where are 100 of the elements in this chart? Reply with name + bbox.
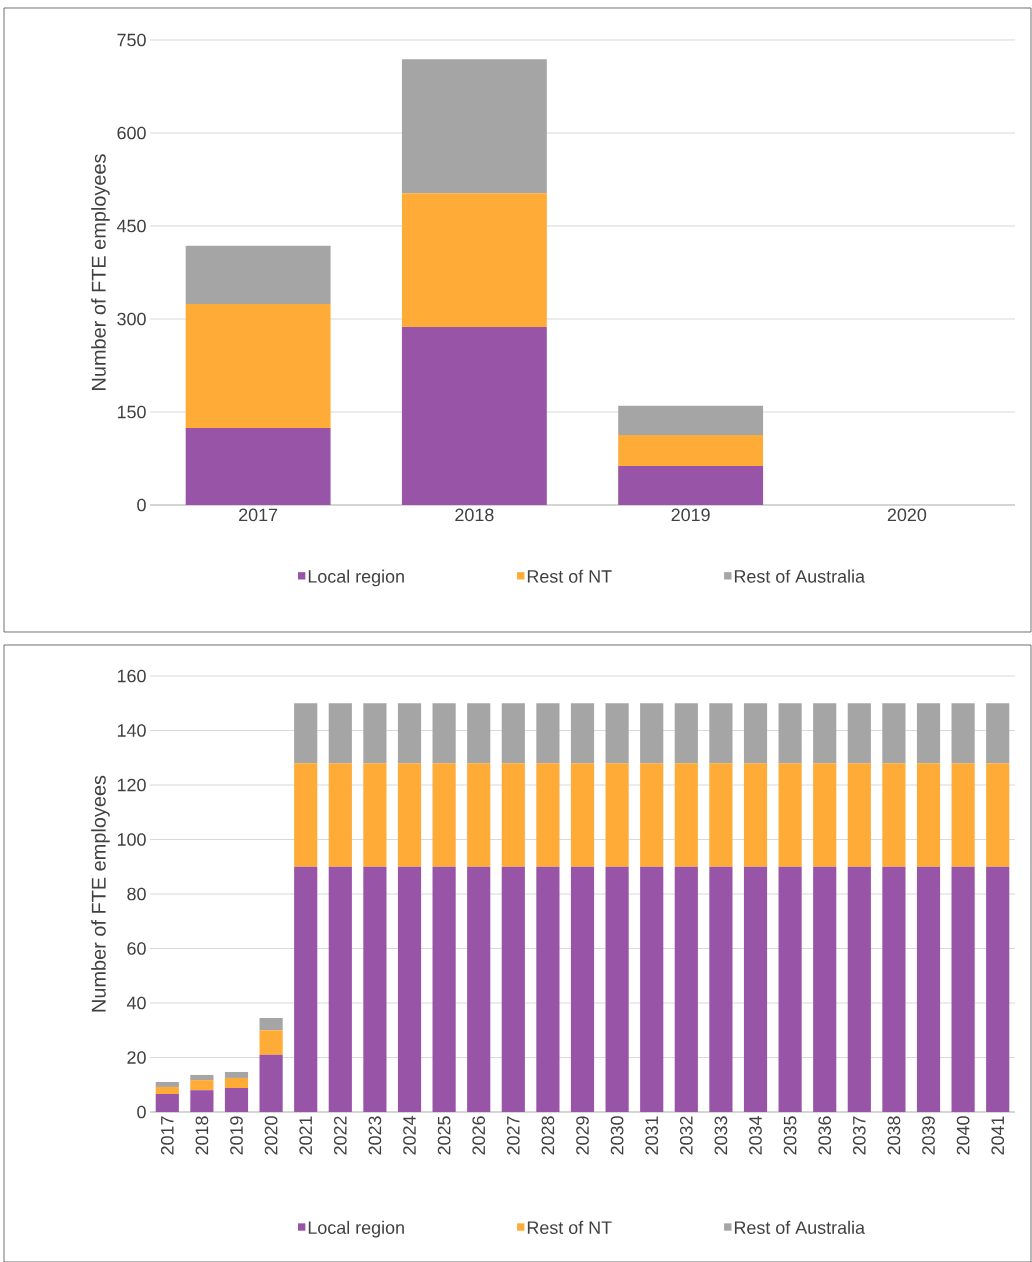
bar bbox=[536, 866, 560, 1112]
bar bbox=[618, 434, 764, 466]
bar bbox=[294, 866, 318, 1112]
bar bbox=[401, 327, 547, 505]
x-tick-label: 2038 bbox=[887, 1116, 901, 1155]
x-tick-label: 2022 bbox=[333, 1116, 347, 1155]
bar bbox=[605, 763, 629, 867]
bar bbox=[709, 866, 733, 1112]
x-tick-label: 2030 bbox=[610, 1116, 624, 1155]
y-tick-label: 40 bbox=[126, 996, 146, 1010]
bar bbox=[605, 703, 629, 764]
bar bbox=[224, 1077, 249, 1089]
bar bbox=[401, 193, 547, 328]
x-tick-label: 2033 bbox=[714, 1116, 728, 1155]
legend-label: Rest of Australia bbox=[734, 1220, 865, 1234]
bar bbox=[847, 763, 871, 867]
y-tick-label: 20 bbox=[127, 1051, 146, 1064]
bar bbox=[328, 866, 352, 1112]
bar bbox=[501, 703, 525, 764]
x-tick-label: 2020 bbox=[887, 508, 927, 522]
bar bbox=[294, 763, 318, 867]
bar bbox=[986, 763, 1010, 867]
bar bbox=[951, 866, 975, 1112]
bar bbox=[847, 703, 871, 764]
bar bbox=[813, 763, 837, 867]
y-tick-label: 0 bbox=[137, 1105, 146, 1119]
bar bbox=[294, 703, 318, 764]
bar bbox=[328, 703, 352, 764]
bar bbox=[259, 1030, 283, 1055]
bar bbox=[951, 763, 975, 867]
x-tick-label: 2020 bbox=[264, 1116, 278, 1155]
x-tick-label: 2026 bbox=[472, 1116, 486, 1155]
y-tick-label: 80 bbox=[127, 887, 146, 901]
bar bbox=[224, 1071, 249, 1078]
y-tick-label: 160 bbox=[117, 669, 146, 683]
bar bbox=[328, 763, 352, 867]
bar bbox=[743, 866, 768, 1112]
bar bbox=[709, 763, 733, 867]
bar bbox=[640, 866, 664, 1112]
bar bbox=[432, 763, 456, 867]
bar bbox=[185, 245, 331, 305]
bar bbox=[882, 866, 906, 1112]
y-tick-label: 150 bbox=[117, 405, 146, 419]
bar bbox=[916, 866, 941, 1112]
legend-label: Rest of Australia bbox=[734, 569, 865, 583]
bar bbox=[640, 763, 664, 867]
bar bbox=[986, 866, 1010, 1112]
bar bbox=[813, 703, 837, 764]
bar bbox=[605, 866, 629, 1112]
bar bbox=[467, 763, 491, 867]
y-tick-label: 120 bbox=[117, 778, 146, 792]
legend-label: Rest of NT bbox=[527, 569, 612, 583]
bar bbox=[224, 1088, 249, 1112]
x-tick-label: 2036 bbox=[818, 1116, 832, 1155]
bar bbox=[813, 866, 837, 1112]
legend-label: Rest of NT bbox=[527, 1220, 612, 1234]
x-tick-label: 2018 bbox=[195, 1116, 209, 1155]
x-tick-label: 2023 bbox=[368, 1116, 382, 1155]
bar bbox=[618, 465, 764, 505]
x-tick-label: 2040 bbox=[956, 1116, 970, 1155]
bar bbox=[501, 763, 525, 867]
bar bbox=[185, 428, 331, 505]
bar bbox=[190, 1074, 214, 1081]
bar bbox=[155, 1094, 179, 1112]
bar bbox=[190, 1090, 214, 1112]
x-tick-label: 2032 bbox=[679, 1116, 693, 1155]
bar bbox=[501, 866, 525, 1112]
bar bbox=[432, 703, 456, 764]
y-tick-label: 450 bbox=[116, 219, 146, 233]
bar bbox=[570, 763, 595, 867]
bar bbox=[185, 304, 331, 429]
x-tick-label: 2041 bbox=[991, 1116, 1005, 1155]
bar bbox=[916, 703, 941, 764]
bar bbox=[743, 703, 768, 764]
x-tick-label: 2021 bbox=[299, 1116, 313, 1155]
bar bbox=[259, 1017, 283, 1031]
x-tick-label: 2039 bbox=[922, 1116, 935, 1155]
y-tick-label: 100 bbox=[117, 833, 146, 846]
legend-label: Local region bbox=[308, 569, 404, 587]
x-tick-label: 2028 bbox=[541, 1116, 555, 1155]
bar bbox=[882, 763, 906, 867]
bar bbox=[916, 763, 941, 867]
x-tick-label: 2034 bbox=[749, 1116, 762, 1155]
x-tick-label: 2017 bbox=[239, 508, 278, 522]
y-tick-label: 600 bbox=[117, 126, 146, 140]
y-axis-title: Number of FTE employees bbox=[91, 154, 110, 390]
bar bbox=[951, 703, 975, 764]
x-tick-label: 2019 bbox=[671, 508, 710, 522]
bar bbox=[674, 763, 698, 867]
bar bbox=[570, 703, 595, 764]
bar bbox=[363, 866, 387, 1112]
x-tick-label: 2019 bbox=[230, 1116, 243, 1155]
bar bbox=[155, 1082, 179, 1087]
bar bbox=[397, 866, 422, 1112]
bar bbox=[847, 866, 871, 1112]
bar bbox=[882, 703, 906, 764]
bar bbox=[467, 703, 491, 764]
x-tick-label: 2024 bbox=[403, 1116, 416, 1155]
bar bbox=[536, 763, 560, 867]
bar bbox=[467, 866, 491, 1112]
